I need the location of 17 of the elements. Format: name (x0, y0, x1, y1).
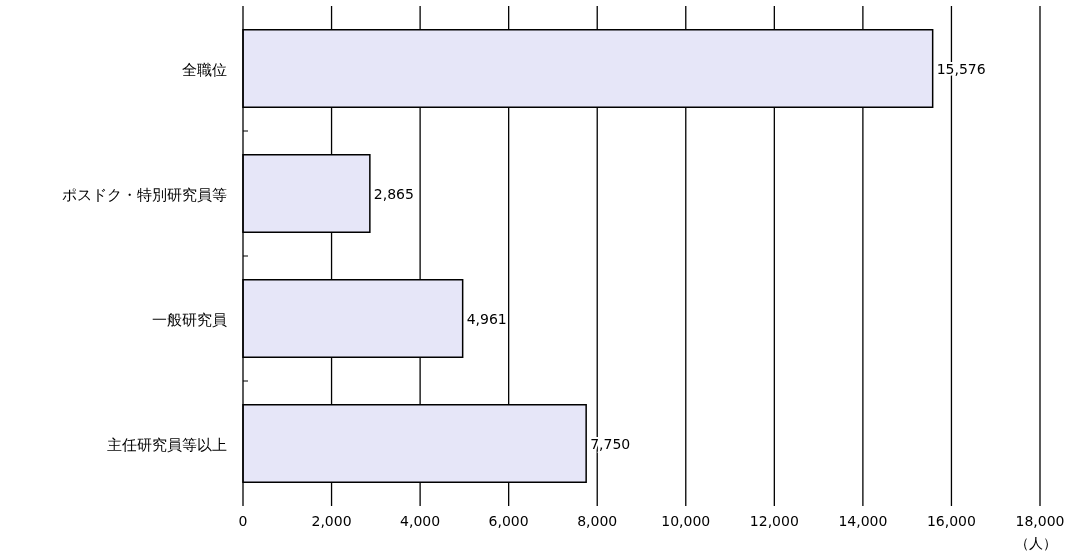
x-tick-label: 0 (238, 513, 248, 529)
y-tick-label: ポスドク・特別研究員等 (62, 185, 227, 204)
y-tick-label: 主任研究員等以上 (107, 435, 227, 454)
x-tick-label: 8,000 (577, 513, 618, 529)
x-tick-label: 16,000 (926, 513, 976, 529)
data-label: 4,961 (466, 310, 507, 327)
x-tick-label: 14,000 (838, 513, 888, 529)
data-label: 2,865 (373, 185, 414, 202)
x-tick-label: 2,000 (311, 513, 352, 529)
x-axis-title: （人） (1015, 535, 1057, 551)
y-tick-label: 全職位 (182, 60, 227, 79)
x-tick-label: 4,000 (400, 513, 441, 529)
x-tick-label: 10,000 (661, 513, 711, 529)
x-tick-label: 6,000 (488, 513, 529, 529)
x-tick-label: 12,000 (749, 513, 799, 529)
x-tick-label: 18,000 (1015, 513, 1065, 529)
y-tick-label: 一般研究員 (152, 310, 227, 329)
